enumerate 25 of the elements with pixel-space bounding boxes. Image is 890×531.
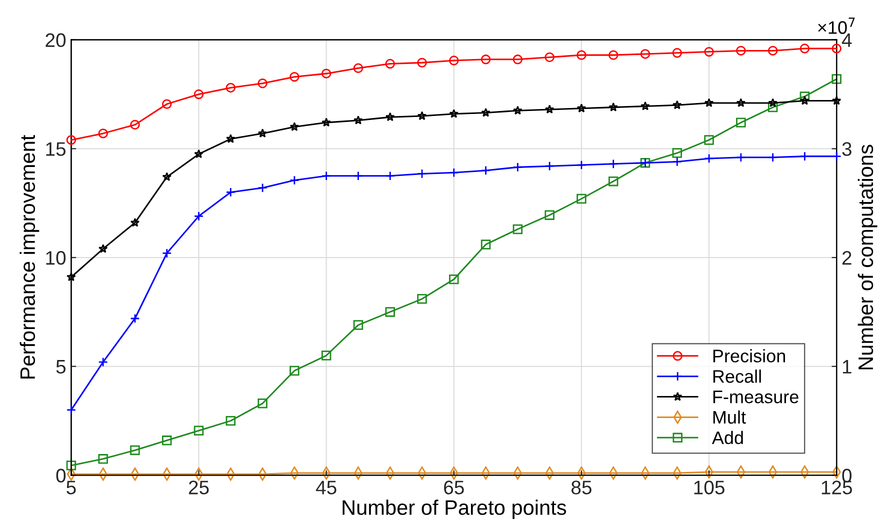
x-tick-label: 65 <box>444 480 464 494</box>
legend-label: F-measure <box>713 390 798 404</box>
text: ×10$^{7}$ <box>818 18 855 34</box>
y2-axis-title: Number of computations <box>858 144 878 370</box>
legend-label: Mult <box>713 410 746 424</box>
legend-label: Recall <box>713 370 761 383</box>
x-tick-label: 45 <box>316 480 336 494</box>
y-tick-label: 0 <box>56 468 66 482</box>
x-tick-label: 5 <box>66 480 76 494</box>
y-axis-title: Performance improvement <box>20 134 40 379</box>
x-tick-label: 85 <box>572 480 592 494</box>
y2-tick-label: 4 <box>842 33 852 47</box>
y2-tick-label: 1 <box>842 360 852 374</box>
y2-tick-label: 2 <box>842 251 852 265</box>
x-tick-label: 25 <box>188 480 209 494</box>
y2-tick-label: 3 <box>842 142 852 156</box>
y-tick-label: 10 <box>46 251 66 265</box>
legend-label: Precision <box>713 349 785 362</box>
y-tick-label: 5 <box>56 360 66 374</box>
x-tick-label: 125 <box>822 480 852 494</box>
x-tick-label: 105 <box>694 480 724 494</box>
legend-label: Add <box>712 430 743 444</box>
y-tick-label: 20 <box>46 33 66 48</box>
x-axis-title: Number of Pareto points <box>342 500 566 520</box>
y-tick-label: 15 <box>46 142 66 156</box>
